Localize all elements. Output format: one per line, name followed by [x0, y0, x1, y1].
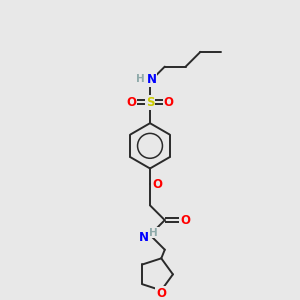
Text: N: N: [139, 231, 148, 244]
Text: O: O: [152, 178, 162, 191]
Text: H: H: [136, 74, 145, 84]
Text: N: N: [146, 73, 157, 85]
Text: O: O: [180, 214, 190, 226]
Text: O: O: [126, 96, 136, 109]
Text: O: O: [156, 287, 166, 300]
Text: O: O: [164, 96, 174, 109]
Text: S: S: [146, 96, 154, 109]
Text: H: H: [149, 228, 158, 238]
